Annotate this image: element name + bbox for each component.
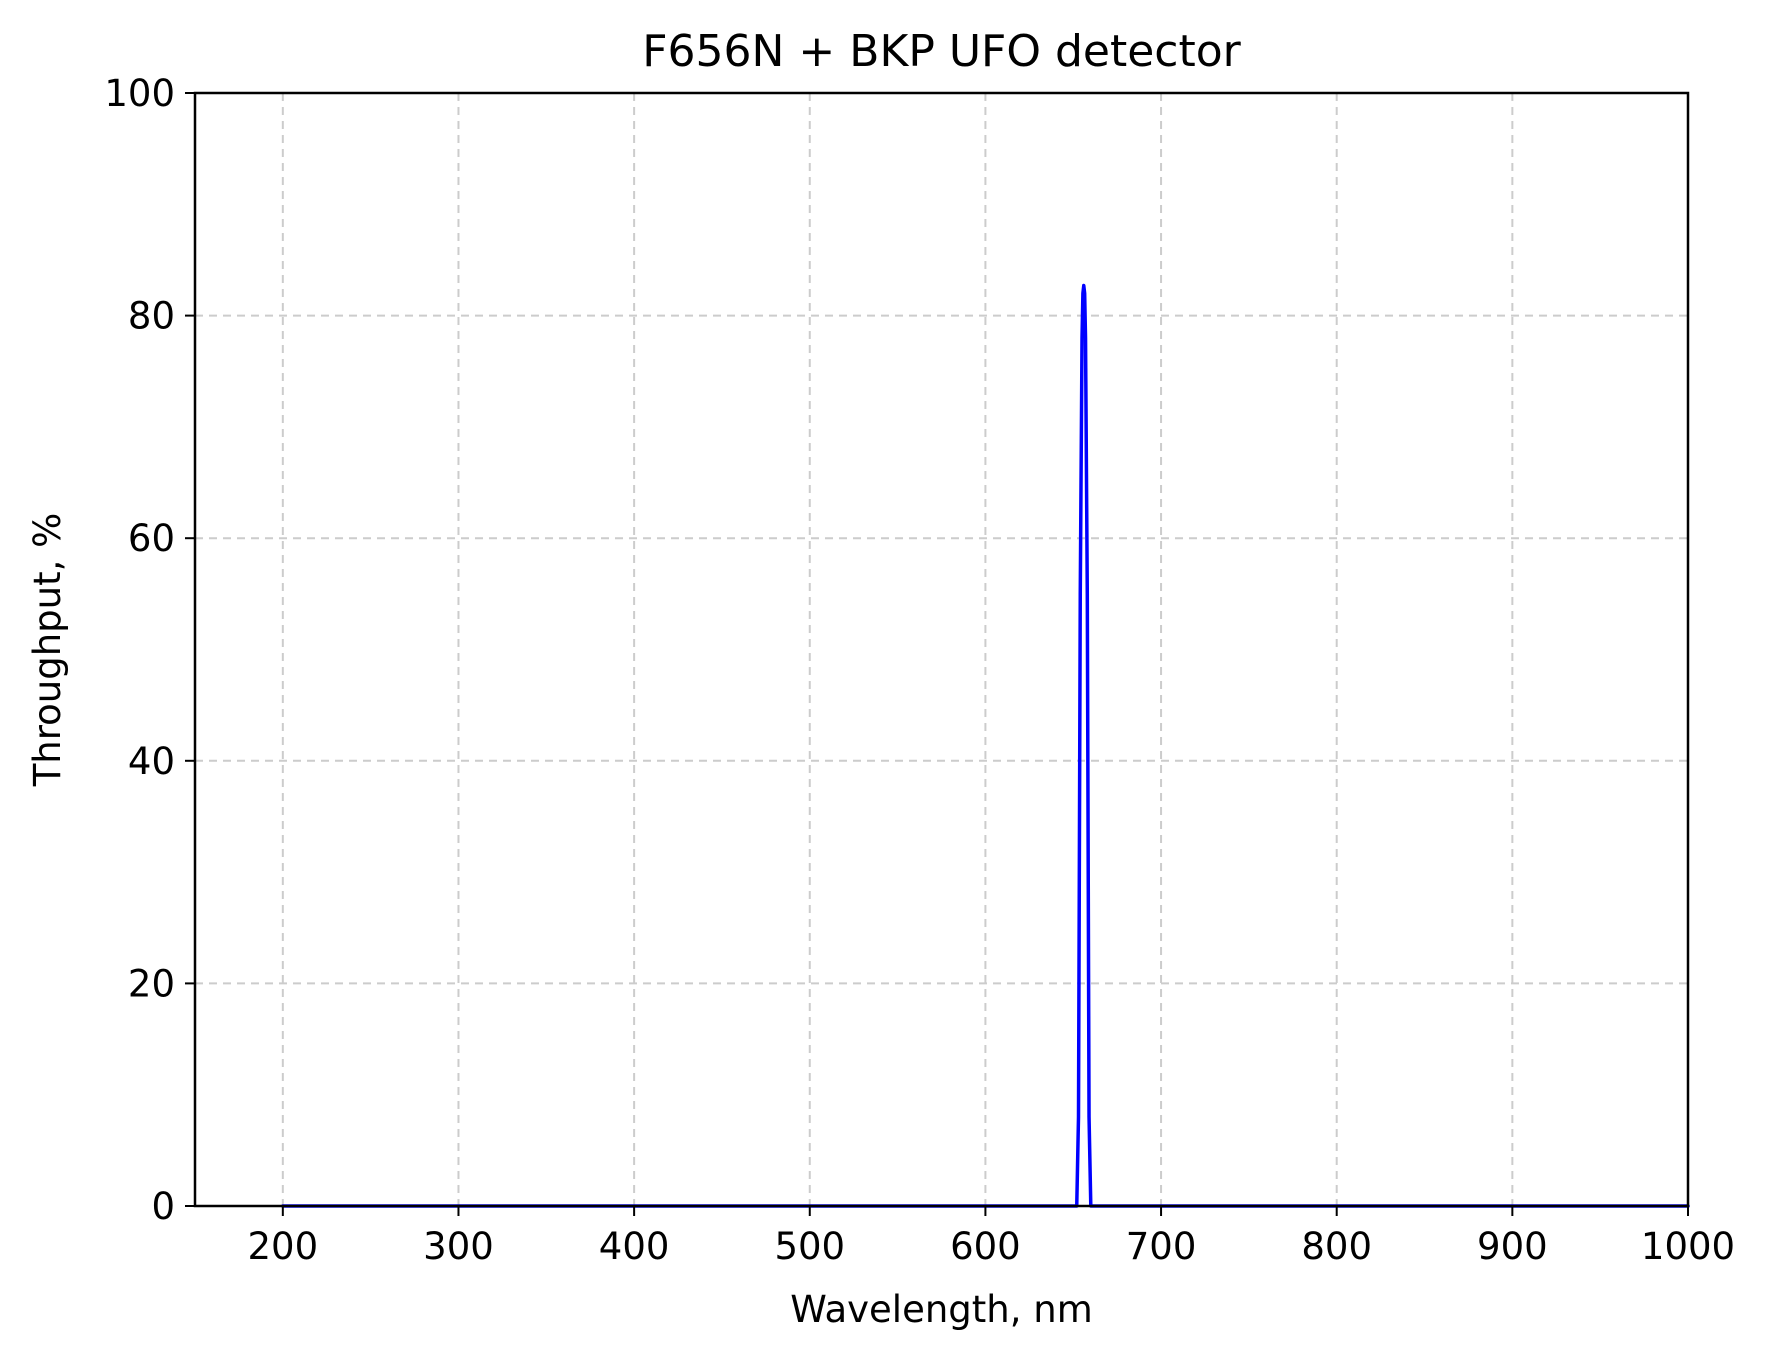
y-tick-label: 60	[128, 517, 175, 560]
x-tick-label: 900	[1477, 1225, 1548, 1268]
ticks: 200 300 400 500 600 700 800 900 1000 0 20 40 60 80 100	[104, 72, 1735, 1268]
chart-title: F656N + BKP UFO detector	[642, 26, 1241, 77]
x-tick-label: 800	[1301, 1225, 1372, 1268]
plot-frame	[193, 91, 1690, 1208]
x-tick-label: 500	[774, 1225, 845, 1268]
x-tick-label: 400	[599, 1225, 670, 1268]
x-tick-label: 700	[1126, 1225, 1197, 1268]
x-tick-label: 300	[423, 1225, 494, 1268]
x-tick-label: 600	[950, 1225, 1021, 1268]
y-tick-label: 100	[104, 72, 175, 115]
x-tick-label: 200	[248, 1225, 319, 1268]
y-tick-label: 80	[128, 295, 175, 338]
y-tick-label: 0	[151, 1185, 175, 1228]
y-tick-label: 20	[128, 962, 175, 1005]
y-tick-label: 40	[128, 740, 175, 783]
x-axis-label: Wavelength, nm	[790, 1288, 1093, 1331]
y-axis-label: Throughput, %	[26, 513, 69, 788]
x-tick-label: 1000	[1641, 1225, 1735, 1268]
